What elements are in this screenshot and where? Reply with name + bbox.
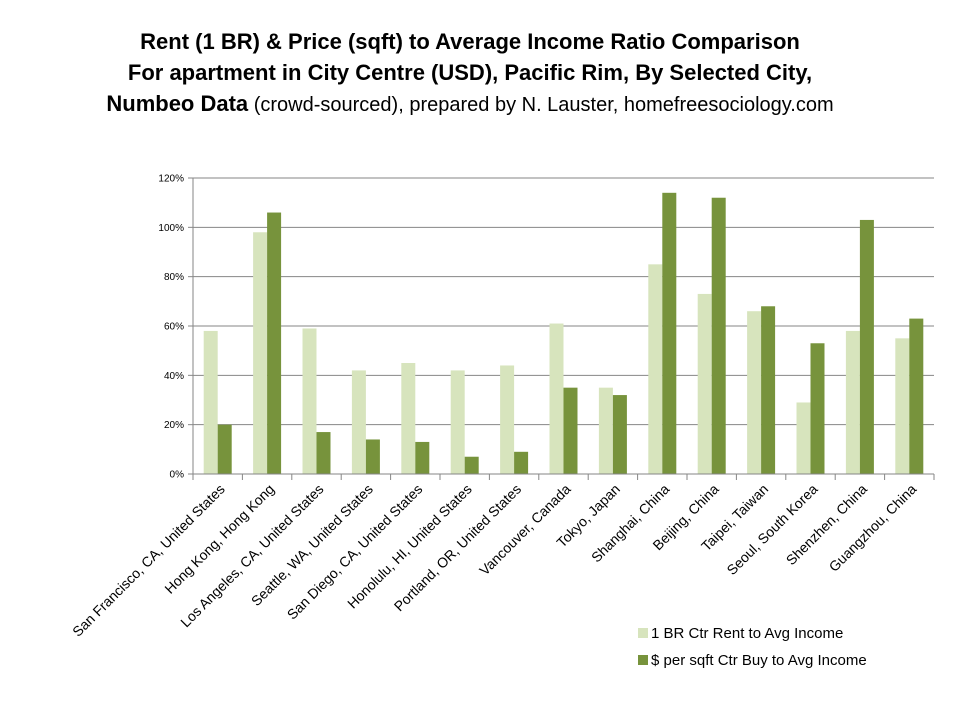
bar-rent [351, 370, 366, 474]
legend-swatch [638, 628, 648, 638]
bar-buy [217, 424, 232, 474]
bar-rent [549, 323, 564, 474]
bar-rent [302, 328, 317, 474]
legend-swatch [638, 655, 648, 665]
bar-rent [796, 402, 811, 474]
bar-buy [365, 439, 380, 474]
title-source: Numbeo Data [106, 91, 249, 116]
bar-rent [401, 363, 416, 474]
y-tick-label: 80% [164, 272, 184, 283]
bar-rent [895, 338, 910, 474]
bar-buy [711, 197, 726, 474]
y-tick-label: 60% [164, 322, 184, 333]
bar-rent [648, 264, 663, 474]
bar-buy [662, 192, 677, 475]
legend: 1 BR Ctr Rent to Avg Income $ per sqft Ct… [638, 625, 867, 669]
y-tick-label: 0% [170, 470, 185, 481]
title-credit: (crowd-sourced), prepared by N. Lauster,… [248, 94, 834, 116]
y-tick-label: 20% [164, 420, 184, 431]
bar-buy [415, 441, 430, 474]
bar-rent [253, 232, 268, 474]
y-tick-label: 120% [158, 174, 184, 185]
bar-buy [563, 387, 578, 474]
bar-buy [514, 451, 529, 474]
title-line-3: Numbeo Data (crowd-sourced), prepared by… [0, 88, 940, 121]
bar-buy [859, 219, 874, 474]
legend-label: $ per sqft Ctr Buy to Avg Income [651, 652, 867, 669]
bar-rent [203, 330, 218, 474]
bar-rent [598, 387, 613, 474]
bar-rent [697, 293, 712, 474]
bar-rent [845, 330, 860, 474]
title-line-1: Rent (1 BR) & Price (sqft) to Average In… [140, 29, 800, 54]
y-axis-ticks: 0% 20% 40% 60% 80% 100% 120% [158, 174, 193, 481]
legend-label: 1 BR Ctr Rent to Avg Income [651, 625, 843, 642]
x-category-label: Vancouver, Canada [476, 481, 574, 579]
bar-rent [450, 370, 465, 474]
title-line-2: For apartment in City Centre (USD), Paci… [127, 60, 813, 85]
x-category-label: Guangzhou, China [826, 481, 920, 575]
chart-title: Rent (1 BR) & Price (sqft) to Average In… [0, 26, 940, 121]
y-tick-label: 100% [158, 223, 184, 234]
bar-buy [810, 343, 825, 474]
bars [203, 192, 924, 475]
x-category-label: Seoul, South Korea [723, 481, 820, 578]
bar-buy [464, 456, 479, 474]
bar-buy [612, 395, 627, 474]
bar-rent [747, 311, 762, 474]
bar-buy [267, 212, 282, 475]
y-tick-label: 40% [164, 371, 184, 382]
bar-buy [909, 318, 924, 474]
bar-buy [761, 306, 776, 474]
bar-buy [316, 432, 331, 474]
bar-rent [500, 365, 515, 474]
